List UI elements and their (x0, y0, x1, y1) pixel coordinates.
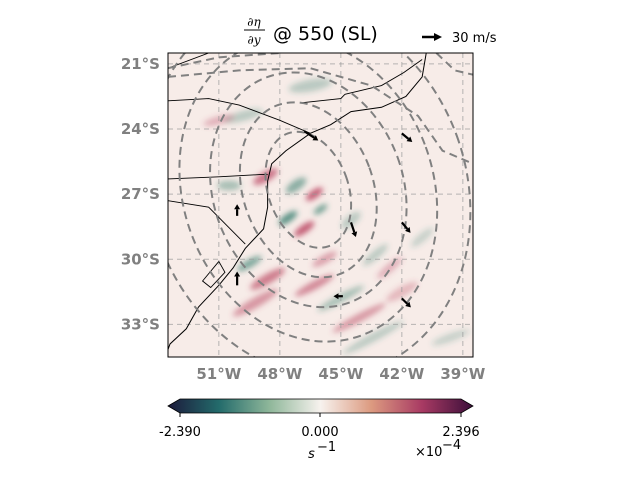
wind-vector-head-icon (405, 301, 411, 308)
border-path (168, 200, 246, 245)
field-anomaly (377, 257, 403, 279)
contours (168, 53, 473, 357)
wind-vector-arrow (349, 222, 358, 238)
border-path (344, 59, 423, 95)
border-path (300, 93, 346, 104)
wind-vector-head-icon (405, 227, 411, 233)
wind-vector-arrow (400, 221, 411, 233)
wind-vectors (234, 130, 413, 308)
y-tick-label: 27°S (121, 185, 160, 203)
colorbar-scale: ×10 (415, 445, 442, 460)
wind-vector-head-icon (234, 271, 241, 277)
contour-line (264, 130, 353, 249)
wind-vector-shaft (401, 297, 409, 305)
coastline (168, 53, 427, 351)
contour-line (209, 71, 408, 309)
coastline-path (168, 53, 427, 351)
field-anomaly (294, 274, 334, 297)
field-anomaly (232, 289, 279, 317)
contour-line (168, 53, 472, 357)
colorbar-scale-label: ×10 −4 (415, 438, 461, 460)
contour-line (168, 53, 280, 70)
wind-vector-arrow (333, 293, 343, 300)
colorbar-tick-label-zero: 0.000 (301, 425, 338, 440)
field-shading (203, 78, 470, 354)
y-tick-labels: 21°S 24°S 27°S 30°S 33°S (121, 55, 160, 334)
colorbar-scale-exponent: −4 (442, 438, 461, 453)
x-tick-label: 51°W (196, 365, 241, 383)
colorbar-unit: s (308, 447, 315, 462)
x-tick-label: 39°W (440, 365, 485, 383)
x-tick-label: 48°W (257, 365, 302, 383)
title-fraction-denominator: ∂y (248, 33, 261, 47)
contour-line (238, 101, 378, 279)
vector-key-label: 30 m/s (452, 31, 497, 46)
colorbar: -2.390 0.000 2.396 s −1 ×10 −4 (159, 398, 480, 462)
border-path (168, 174, 268, 180)
x-tick-labels: 51°W 48°W 45°W 42°W 39°W (196, 365, 485, 383)
chart-title: ∂η ∂y @ 550 (SL) (244, 15, 378, 47)
title-fraction-numerator: ∂η (247, 15, 261, 29)
wind-vector-head-icon (333, 293, 339, 300)
field-anomaly (332, 303, 386, 333)
vector-key: 30 m/s (422, 31, 497, 46)
field-anomaly (411, 228, 434, 248)
y-tick-label: 21°S (121, 55, 160, 73)
lagoon-path (201, 261, 226, 289)
wind-vector-arrow (401, 297, 411, 308)
wind-vector-arrow (234, 204, 241, 216)
contour-line (178, 53, 439, 343)
wind-vector-shaft (349, 222, 356, 233)
field-anomaly (250, 267, 286, 290)
wind-vector-shaft (401, 132, 410, 140)
wind-vector-arrow (234, 271, 241, 286)
colorbar-tick-label-min: -2.390 (159, 425, 201, 440)
field-anomaly (343, 321, 404, 354)
y-tick-label: 30°S (121, 250, 160, 268)
colorbar-tick-label-max: 2.396 (442, 425, 479, 440)
y-tick-label: 24°S (121, 120, 160, 138)
field-anomaly (313, 204, 328, 215)
field-anomaly (285, 177, 307, 194)
field-anomaly (237, 255, 262, 272)
gridlines (168, 53, 473, 357)
field-anomaly (217, 180, 241, 191)
contour-line (168, 67, 473, 165)
wind-vector-head-icon (351, 231, 358, 238)
x-tick-label: 45°W (318, 365, 363, 383)
wind-vector-head-icon (312, 135, 319, 141)
y-tick-label: 33°S (121, 315, 160, 333)
map-area: 51°W 48°W 45°W 42°W 39°W 21°S 24°S 27°S 30°S 33°… (121, 52, 486, 383)
field-anomaly (431, 329, 470, 346)
field-anomaly (362, 244, 388, 266)
map-frame (167, 52, 474, 358)
title-text: @ 550 (SL) (273, 23, 378, 45)
x-tick-label: 42°W (379, 365, 424, 383)
colorbar-unit-exponent: −1 (317, 440, 336, 455)
field-anomaly (288, 78, 333, 93)
colorbar-unit-label: s −1 (308, 440, 336, 462)
wind-vector-head-icon (234, 204, 241, 210)
field-anomaly (341, 211, 361, 229)
field-anomaly (278, 210, 298, 226)
wind-vector-arrow (303, 130, 319, 141)
field-anomaly (223, 108, 263, 124)
wind-vector-shaft (303, 130, 315, 139)
field-anomaly (294, 221, 315, 237)
colorbar-bar (167, 398, 474, 414)
wind-vector-shaft (400, 221, 409, 230)
vector-key-arrow-icon (434, 33, 442, 41)
